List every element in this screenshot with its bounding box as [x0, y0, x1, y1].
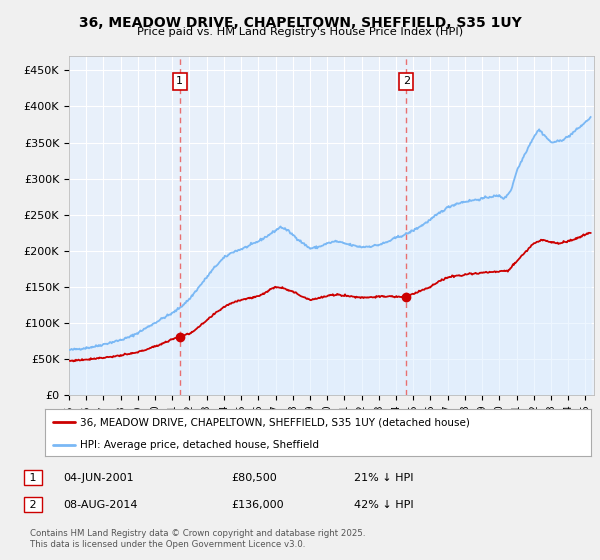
- Text: 08-AUG-2014: 08-AUG-2014: [63, 500, 137, 510]
- Text: 1: 1: [26, 473, 40, 483]
- Text: £80,500: £80,500: [231, 473, 277, 483]
- Text: 04-JUN-2001: 04-JUN-2001: [63, 473, 134, 483]
- Text: £136,000: £136,000: [231, 500, 284, 510]
- Text: 36, MEADOW DRIVE, CHAPELTOWN, SHEFFIELD, S35 1UY (detached house): 36, MEADOW DRIVE, CHAPELTOWN, SHEFFIELD,…: [80, 417, 470, 427]
- Text: 2: 2: [26, 500, 40, 510]
- Text: 36, MEADOW DRIVE, CHAPELTOWN, SHEFFIELD, S35 1UY: 36, MEADOW DRIVE, CHAPELTOWN, SHEFFIELD,…: [79, 16, 521, 30]
- Text: 1: 1: [176, 76, 183, 86]
- Text: 42% ↓ HPI: 42% ↓ HPI: [354, 500, 413, 510]
- Text: Price paid vs. HM Land Registry's House Price Index (HPI): Price paid vs. HM Land Registry's House …: [137, 27, 463, 37]
- Text: HPI: Average price, detached house, Sheffield: HPI: Average price, detached house, Shef…: [80, 440, 319, 450]
- Text: Contains HM Land Registry data © Crown copyright and database right 2025.
This d: Contains HM Land Registry data © Crown c…: [30, 529, 365, 549]
- Text: 21% ↓ HPI: 21% ↓ HPI: [354, 473, 413, 483]
- Text: 2: 2: [403, 76, 410, 86]
